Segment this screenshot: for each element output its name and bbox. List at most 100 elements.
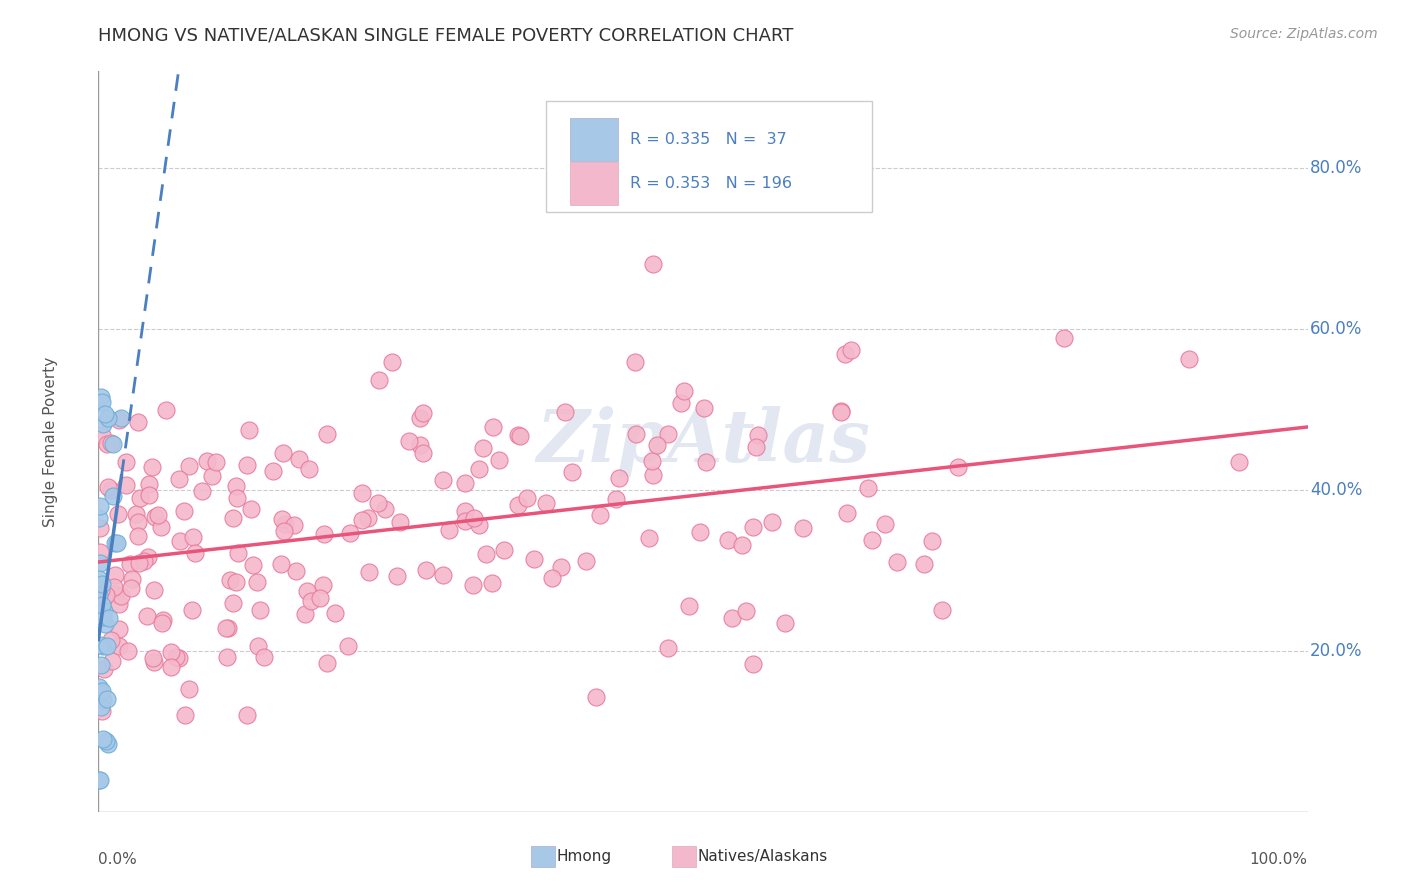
Point [91, 684, 114, 698]
Point [860, 533, 883, 547]
Text: ZipAtlas: ZipAtlas [536, 406, 870, 477]
Point [585, 690, 607, 704]
Point [141, 459, 163, 474]
FancyBboxPatch shape [546, 101, 872, 212]
Point [643, 257, 665, 271]
Point [398, 434, 420, 448]
Point [409, 438, 432, 452]
Point [624, 355, 647, 369]
Point [89, 593, 111, 607]
Point [921, 533, 943, 548]
Point [309, 591, 332, 605]
Point [745, 440, 768, 454]
Point [412, 446, 434, 460]
Point [91, 610, 114, 624]
Point [115, 455, 138, 469]
Point [299, 594, 322, 608]
Point [463, 511, 485, 525]
Point [298, 462, 321, 476]
Point [115, 478, 138, 492]
Point [350, 513, 373, 527]
Point [91, 732, 114, 747]
Point [931, 603, 953, 617]
Point [678, 599, 700, 614]
Point [125, 508, 148, 522]
Point [89, 772, 111, 787]
Point [541, 571, 564, 585]
Point [312, 526, 335, 541]
Point [747, 428, 769, 442]
Point [96, 692, 118, 706]
Point [240, 502, 263, 516]
Point [93, 603, 115, 617]
Point [1053, 331, 1076, 345]
Point [89, 588, 111, 602]
Point [316, 426, 339, 441]
Point [105, 535, 128, 549]
Point [721, 611, 744, 625]
Point [561, 465, 583, 479]
Point [717, 533, 740, 547]
Point [607, 471, 630, 485]
Point [589, 508, 612, 523]
Point [554, 405, 576, 419]
Point [912, 557, 935, 571]
Point [160, 645, 183, 659]
Point [468, 461, 491, 475]
Point [506, 498, 529, 512]
Point [180, 603, 202, 617]
Point [90, 608, 112, 623]
Point [273, 524, 295, 538]
Point [142, 655, 165, 669]
FancyBboxPatch shape [569, 162, 619, 205]
Point [136, 549, 159, 564]
Point [1177, 351, 1199, 366]
Text: R = 0.335   N =  37: R = 0.335 N = 37 [630, 132, 787, 146]
Point [97, 737, 120, 751]
Point [357, 511, 380, 525]
Point [145, 510, 167, 524]
Point [246, 575, 269, 590]
Point [225, 574, 247, 589]
Point [506, 427, 529, 442]
Point [858, 481, 880, 495]
Point [215, 621, 238, 635]
Point [226, 546, 249, 560]
Point [128, 491, 150, 505]
Point [155, 403, 177, 417]
Point [238, 423, 260, 437]
Point [100, 483, 122, 498]
Point [90, 390, 112, 404]
Text: 20.0%: 20.0% [1310, 641, 1362, 660]
Point [120, 581, 142, 595]
Point [104, 587, 127, 601]
Point [132, 554, 155, 568]
Point [270, 558, 292, 572]
Point [494, 542, 516, 557]
Point [288, 451, 311, 466]
Point [471, 441, 494, 455]
Point [775, 615, 797, 630]
Text: 0.0%: 0.0% [98, 853, 138, 867]
Point [641, 454, 664, 468]
Point [97, 411, 120, 425]
Point [437, 523, 460, 537]
Point [100, 435, 122, 450]
Point [242, 558, 264, 572]
Point [409, 411, 432, 425]
Point [108, 640, 131, 654]
Point [91, 428, 114, 442]
Point [179, 459, 201, 474]
Point [101, 654, 124, 668]
Point [647, 438, 669, 452]
Point [184, 545, 207, 559]
Point [100, 633, 122, 648]
Point [730, 538, 752, 552]
Point [412, 406, 434, 420]
Point [432, 568, 454, 582]
Point [97, 480, 120, 494]
Point [385, 568, 408, 582]
Point [87, 680, 110, 694]
Point [672, 384, 695, 398]
Point [91, 417, 114, 431]
